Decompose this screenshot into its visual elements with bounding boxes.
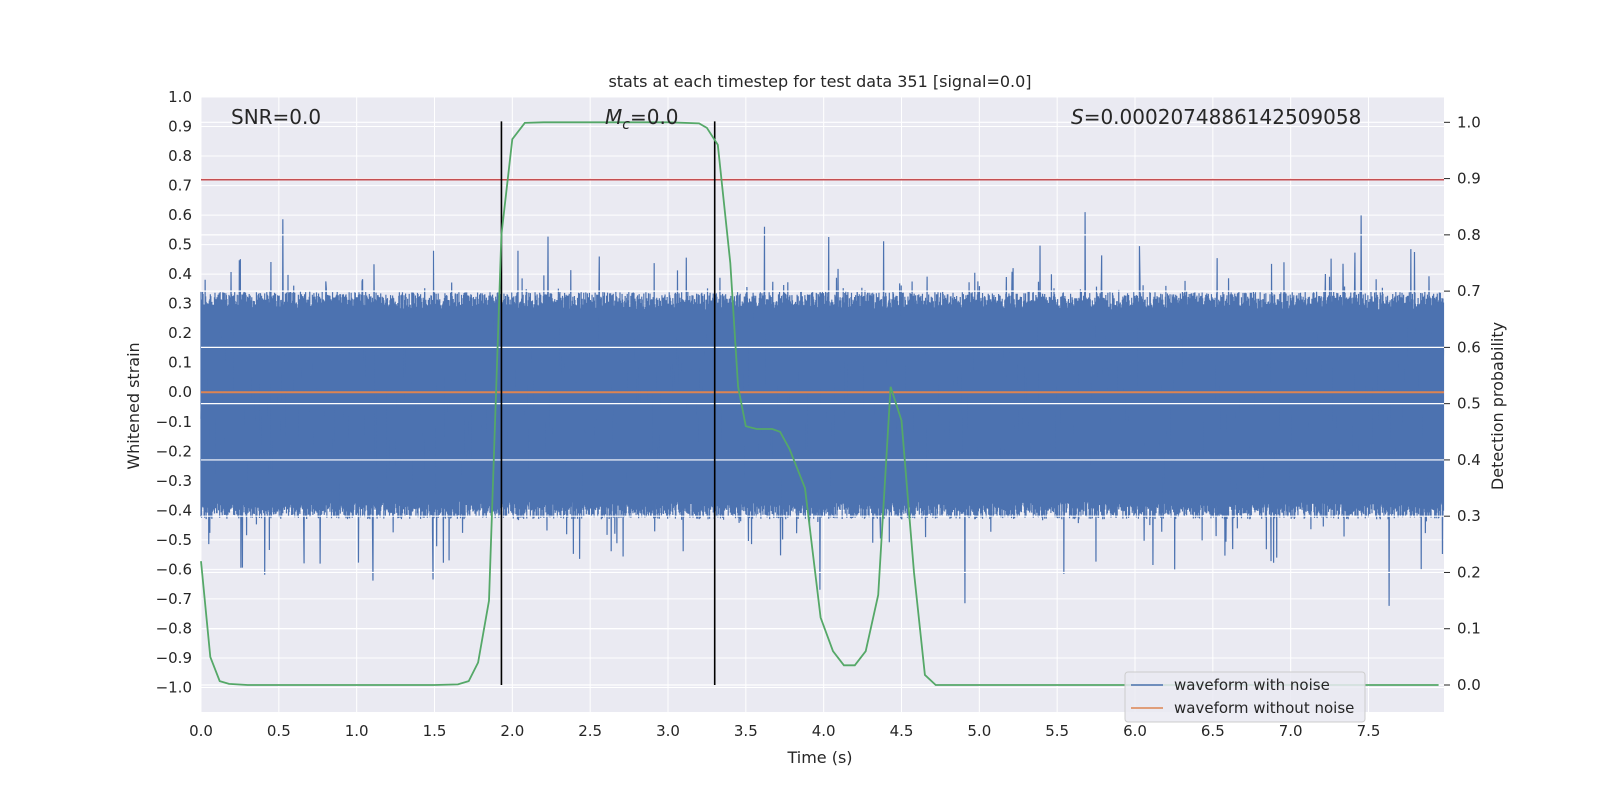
legend-box — [1124, 671, 1366, 723]
noise-trace — [200, 212, 1445, 606]
right-tick-label: 0.8 — [1457, 226, 1481, 244]
chart-title: stats at each timestep for test data 351… — [608, 72, 1031, 91]
legend-label-noise: waveform with noise — [1174, 676, 1330, 694]
chirp-mass-subscript: c — [622, 117, 630, 133]
right-tick-label: 1.0 — [1457, 113, 1481, 131]
right-tick-label: 0.3 — [1457, 507, 1481, 525]
score-symbol: S — [1071, 105, 1084, 129]
x-tick-label: 1.5 — [423, 722, 447, 740]
y-tick-label: −0.8 — [156, 619, 192, 637]
x-tick-label: 3.0 — [656, 722, 680, 740]
y-tick-label: 0.6 — [168, 206, 192, 224]
detection-probability-line — [200, 121, 1439, 686]
y-tick-label: −0.1 — [156, 413, 192, 431]
y-tick-label: 0.2 — [168, 324, 192, 342]
y-tick-label: 0.1 — [168, 354, 192, 372]
y-axis-ticks: 1.0 0.9 0.8 0.7 0.6 0.5 0.4 0.3 0.2 0.1 0.0 −0.1 −0.… — [156, 88, 192, 696]
right-tick-label: 0.2 — [1457, 563, 1481, 581]
score-annotation: S=0.0002074886142509058 — [1071, 105, 1361, 129]
x-tick-label: 2.5 — [578, 722, 602, 740]
score-value: =0.0002074886142509058 — [1084, 105, 1362, 129]
x-tick-label: 1.0 — [345, 722, 369, 740]
y-tick-label: 1.0 — [168, 88, 192, 106]
x-tick-label: 0.0 — [189, 722, 213, 740]
x-tick-label: 4.5 — [890, 722, 914, 740]
detection-window-lines — [500, 121, 716, 685]
y-axis-label: Whitened strain — [124, 342, 143, 469]
x-axis-ticks: 0.0 0.5 1.0 1.5 2.0 2.5 3.0 3.5 4.0 4.5 5.0 5.5 6.0 6… — [189, 722, 1380, 740]
legend-label-clean: waveform without noise — [1174, 699, 1354, 717]
x-tick-label: 0.5 — [267, 722, 291, 740]
legend: waveform with noise waveform without noi… — [1124, 671, 1366, 723]
y-tick-label: −0.9 — [156, 649, 192, 667]
right-tick-label: 0.7 — [1457, 282, 1481, 300]
y-tick-label: −0.5 — [156, 531, 192, 549]
x-tick-label: 2.0 — [500, 722, 524, 740]
right-tick-label: 0.0 — [1457, 676, 1481, 694]
x-tick-label: 7.5 — [1357, 722, 1381, 740]
right-tick-label: 0.6 — [1457, 338, 1481, 356]
y-tick-label: 0.0 — [168, 383, 192, 401]
y-tick-label: −0.6 — [156, 560, 192, 578]
y-tick-label: −1.0 — [156, 678, 192, 696]
x-tick-label: 7.0 — [1279, 722, 1303, 740]
y-tick-label: 0.4 — [168, 265, 192, 283]
x-tick-label: 6.5 — [1201, 722, 1225, 740]
x-tick-label: 4.0 — [812, 722, 836, 740]
y-tick-label: −0.7 — [156, 590, 192, 608]
y-tick-label: 0.3 — [168, 295, 192, 313]
y-tick-label: 0.9 — [168, 118, 192, 136]
y-tick-label: 0.7 — [168, 177, 192, 195]
chirp-mass-annotation: Mc=0.0 — [605, 105, 679, 133]
x-tick-label: 5.0 — [967, 722, 991, 740]
right-axis-ticks: 1.0 0.9 0.8 0.7 0.6 0.5 0.4 0.3 0.2 0.1 0.0 — [1444, 113, 1481, 694]
y-tick-label: 0.5 — [168, 236, 192, 254]
right-tick-label: 0.5 — [1457, 395, 1481, 413]
chirp-mass-symbol: M — [605, 105, 622, 129]
x-tick-label: 3.5 — [734, 722, 758, 740]
chirp-mass-value: =0.0 — [630, 105, 679, 129]
right-tick-label: 0.4 — [1457, 451, 1481, 469]
x-tick-label: 6.0 — [1123, 722, 1147, 740]
y-tick-label: −0.2 — [156, 442, 192, 460]
y-tick-label: 0.8 — [168, 147, 192, 165]
y-tick-label: −0.3 — [156, 472, 192, 490]
x-axis-label: Time (s) — [786, 748, 852, 767]
x-tick-label: 5.5 — [1045, 722, 1069, 740]
snr-annotation: SNR=0.0 — [231, 105, 321, 129]
y-tick-label: −0.4 — [156, 501, 192, 519]
right-axis-gridlines — [201, 121, 1444, 686]
right-tick-label: 0.9 — [1457, 170, 1481, 188]
right-tick-label: 0.1 — [1457, 620, 1481, 638]
right-axis-label: Detection probability — [1488, 322, 1507, 490]
